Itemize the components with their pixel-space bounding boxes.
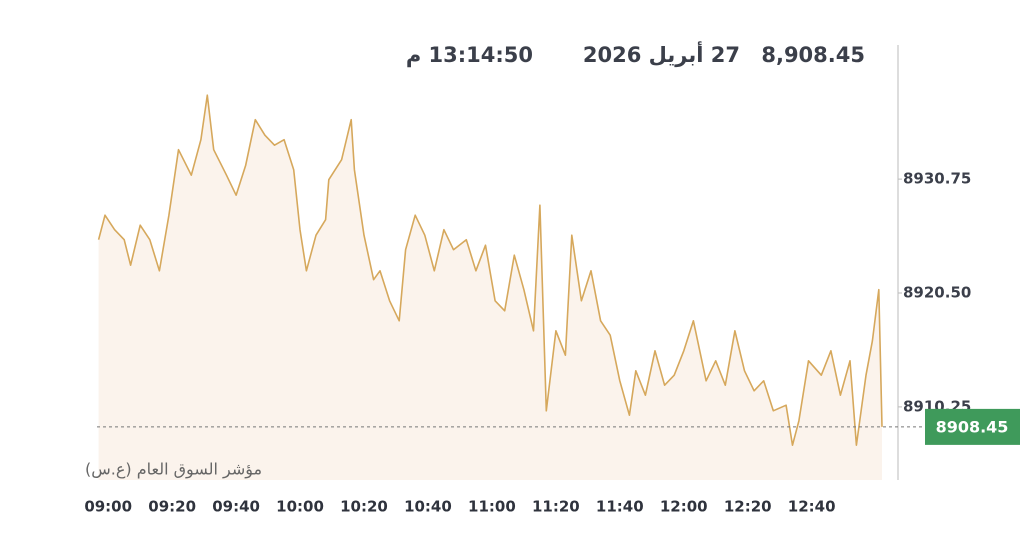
x-tick-label: 10:20 <box>340 498 388 516</box>
line <box>97 94 883 446</box>
last-value-label: 8908.45 <box>936 417 1009 436</box>
x-tick-label: 09:00 <box>84 498 132 516</box>
x-tick-label: 11:40 <box>596 498 644 516</box>
header-date: 27 أبريل 2026 <box>583 40 740 67</box>
x-tick-label: 12:20 <box>724 498 772 516</box>
x-tick-label: 10:00 <box>276 498 324 516</box>
x-tick-label: 12:40 <box>788 498 836 516</box>
x-tick-label: 09:40 <box>212 498 260 516</box>
index-name: مؤشر السوق العام (ع.س) <box>85 460 262 480</box>
header-value: 8,908.45 <box>761 43 865 67</box>
x-tick-label: 11:20 <box>532 498 580 516</box>
x-tick-label: 09:20 <box>148 498 196 516</box>
x-tick-label: 10:40 <box>404 498 452 516</box>
x-tick-label: 12:00 <box>660 498 708 516</box>
last-value-badge <box>925 408 1020 445</box>
header-time: 13:14:50 م <box>406 43 533 67</box>
y-tick-label: 8920.50 <box>903 284 971 302</box>
y-tick-label: 8930.75 <box>903 170 971 188</box>
area <box>98 95 883 480</box>
x-tick-label: 11:00 <box>468 498 516 516</box>
